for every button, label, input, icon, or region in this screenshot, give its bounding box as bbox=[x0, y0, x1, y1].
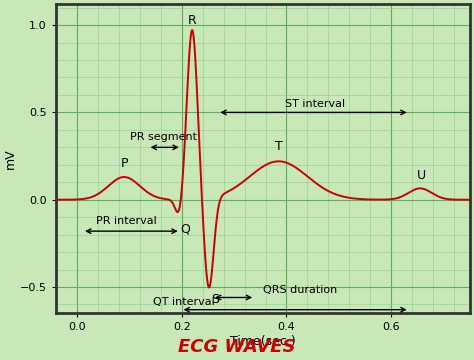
Text: R: R bbox=[188, 14, 197, 27]
Text: S: S bbox=[211, 293, 219, 306]
Text: QRS duration: QRS duration bbox=[263, 285, 337, 295]
Text: U: U bbox=[417, 169, 426, 182]
Text: PR segment: PR segment bbox=[130, 132, 197, 142]
Text: PR interval: PR interval bbox=[96, 216, 157, 226]
Text: QT interval: QT interval bbox=[153, 297, 215, 307]
Text: ECG WAVES: ECG WAVES bbox=[178, 338, 296, 356]
Text: P: P bbox=[120, 157, 128, 170]
Text: ST interval: ST interval bbox=[285, 99, 346, 109]
Text: T: T bbox=[275, 140, 283, 153]
Text: Q: Q bbox=[181, 222, 191, 235]
Y-axis label: mV: mV bbox=[4, 148, 17, 169]
X-axis label: Time(sec.): Time(sec.) bbox=[230, 335, 296, 348]
